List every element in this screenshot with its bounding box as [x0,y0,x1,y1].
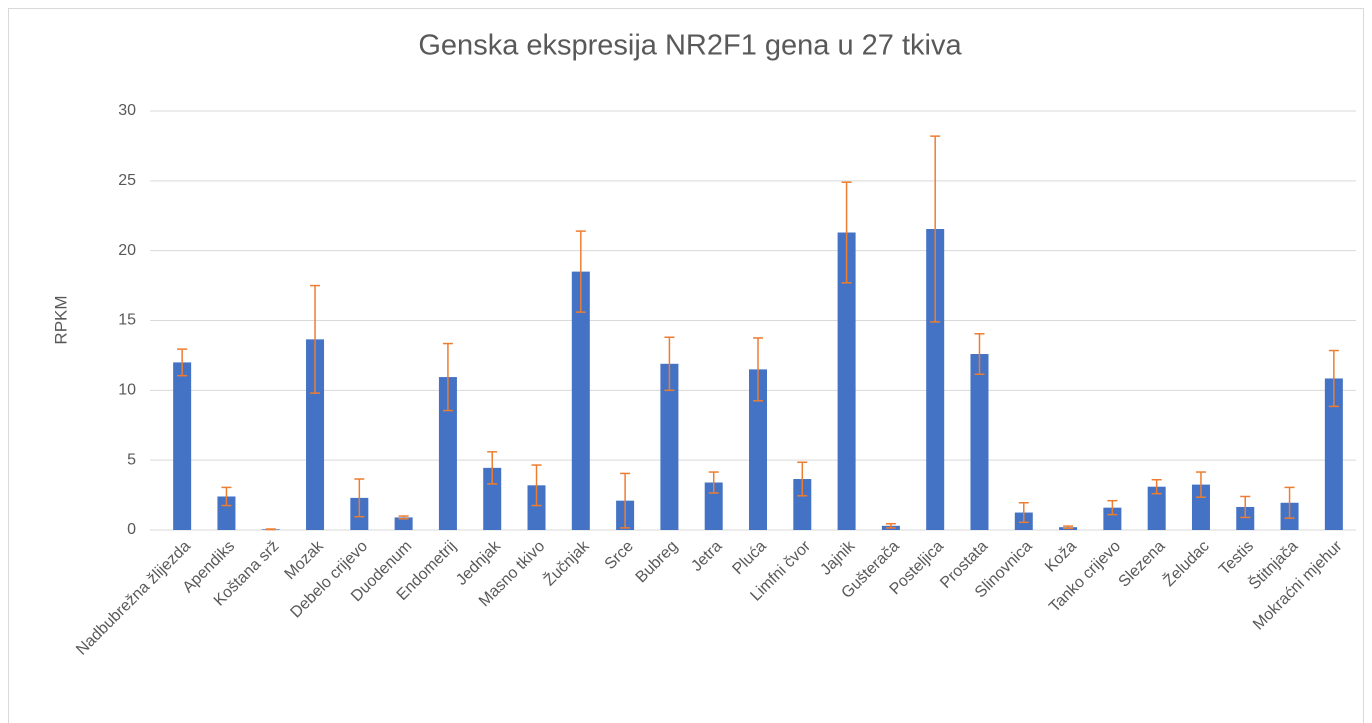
bar [1103,507,1122,530]
error-bar [1240,495,1251,519]
error-bar [531,464,542,507]
error-bar [797,461,808,497]
error-bar [885,522,896,529]
bar [306,339,325,530]
bar [837,232,856,530]
bar [173,362,192,530]
error-bar [177,348,188,377]
bar [1236,506,1255,530]
error-bar [1151,478,1162,495]
error-bar [1018,502,1029,524]
bar [527,485,546,530]
error-bar [664,336,675,392]
error-bar [398,515,409,520]
error-bar [442,342,453,412]
bar [1191,484,1210,530]
error-bar [265,528,276,531]
error-bar [974,333,985,376]
bar [438,377,457,530]
bar [793,479,812,530]
error-bar [1195,471,1206,498]
y-axis-label: RPKM [51,295,70,344]
y-tick-label: 0 [127,521,136,538]
bar [970,354,989,530]
y-tick-label: 30 [118,102,136,119]
error-bar [1328,349,1339,408]
chart-frame [8,8,1364,723]
error-bar [354,478,365,518]
bar [571,271,590,530]
error-bar [575,230,586,313]
y-tick-label: 5 [127,451,136,468]
y-tick-label: 20 [118,242,136,259]
bar [660,363,679,530]
error-bar [310,284,321,394]
bar [1324,378,1343,530]
error-bar [487,451,498,485]
bar [749,369,767,530]
error-bar [1107,499,1118,516]
bar [394,517,413,530]
y-tick-label: 10 [118,382,136,399]
error-bar [1284,486,1295,519]
y-tick-label: 15 [118,312,136,329]
error-bar [930,135,941,323]
error-bar [1063,525,1074,530]
chart-title: Genska ekspresija NR2F1 gena u 27 tkiva [418,30,962,62]
bar [1147,486,1166,530]
error-bar [708,471,719,494]
bar [926,229,945,531]
y-tick-label: 25 [118,172,136,189]
error-bar [221,486,232,507]
error-bar [841,181,852,284]
bar [704,482,723,530]
error-bar [753,337,763,402]
error-bar [620,472,631,529]
